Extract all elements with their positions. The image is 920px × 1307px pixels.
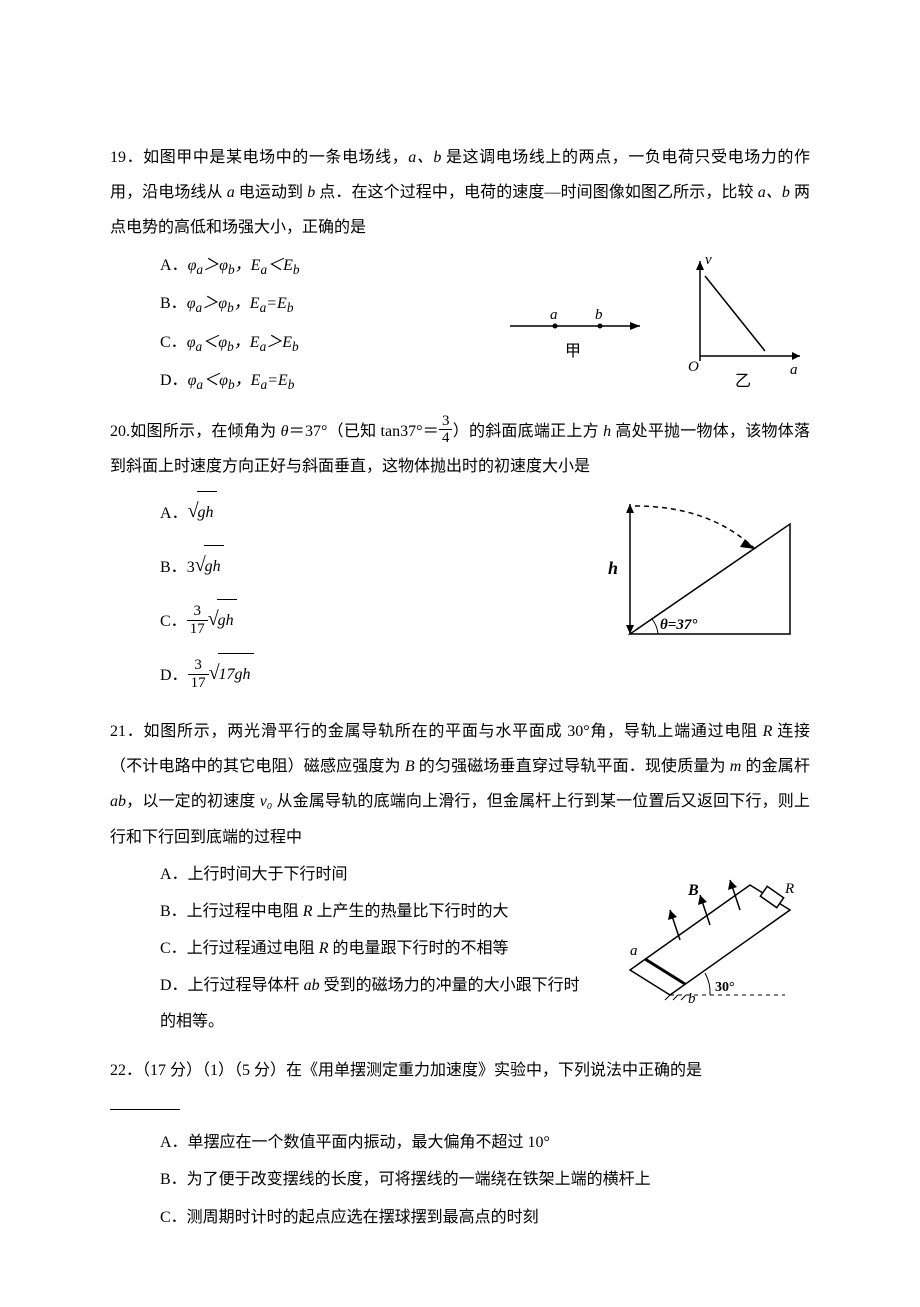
svg-text:30°: 30° xyxy=(715,980,735,995)
svg-text:b: b xyxy=(595,307,603,323)
svg-text:a: a xyxy=(630,943,638,959)
q22-opt-b: B．为了便于改变摆线的长度，可将摆线的一端绕在铁架上端的横杆上 xyxy=(160,1162,810,1197)
q21-opt-c: C．上行过程通过电阻 R 的电量跟下行时的不相等 xyxy=(160,931,590,966)
q20-stem: 20.如图所示，在倾角为 θ＝37°（已知 tan37°＝34）的斜面底端正上方… xyxy=(110,414,810,485)
q20-opt-b: B．3gh xyxy=(160,540,570,592)
q19-number: 19． xyxy=(110,149,143,166)
q19-diagram: a b 甲 v O a 乙 xyxy=(500,246,810,396)
q19-stem: 19．如图甲中是某电场中的一条电场线，a、b 是这调电场线上的两点，一负电荷只受… xyxy=(110,140,810,246)
q19-opt-d: D．φa＜φb，Ea=Eb xyxy=(160,363,480,400)
q20-opt-c: C．317gh xyxy=(160,594,570,646)
svg-text:O: O xyxy=(688,359,699,375)
svg-text:乙: 乙 xyxy=(735,373,751,390)
q20-opt-d: D．31717gh xyxy=(160,648,570,700)
svg-text:θ=37°: θ=37° xyxy=(660,617,697,633)
q22-options: A．单摆应在一个数值平面内振动，最大偏角不超过 10° B．为了便于改变摆线的长… xyxy=(110,1125,810,1235)
q20-diagram: h θ=37° xyxy=(590,484,810,654)
svg-text:h: h xyxy=(608,558,618,578)
q21-opt-d: D．上行过程导体杆 ab 受到的磁场力的冲量的大小跟下行时的相等。 xyxy=(160,968,590,1038)
q21-opt-b: B．上行过程中电阻 R 上产生的热量比下行时的大 xyxy=(160,894,590,929)
q22-blank xyxy=(110,1088,810,1123)
svg-text:v: v xyxy=(705,252,712,268)
q21-stem: 21．如图所示，两光滑平行的金属导轨所在的平面与水平面成 30°角，导轨上端通过… xyxy=(110,714,810,855)
q20-figure: h θ=37° xyxy=(590,484,810,654)
svg-text:R: R xyxy=(784,881,794,897)
q22-opt-c: C．测周期时计时的起点应选在摆球摆到最高点的时刻 xyxy=(160,1200,810,1235)
q20-opt-a: A．gh xyxy=(160,486,570,538)
q19-opt-a: A．φa＞φb，Ea＜Eb xyxy=(160,248,480,285)
q21-opt-a: A．上行时间大于下行时间 xyxy=(160,857,590,892)
question-20: 20.如图所示，在倾角为 θ＝37°（已知 tan37°＝34）的斜面底端正上方… xyxy=(110,414,810,703)
q21-figure: a b R B 30° xyxy=(610,855,810,1025)
question-21: 21．如图所示，两光滑平行的金属导轨所在的平面与水平面成 30°角，导轨上端通过… xyxy=(110,714,810,1041)
q20-number: 20. xyxy=(110,423,130,440)
question-22: 22．（17 分）（1）（5 分）在《用单摆测定重力加速度》实验中，下列说法中正… xyxy=(110,1053,810,1235)
q22-number: 22． xyxy=(110,1062,142,1079)
svg-text:B: B xyxy=(687,882,699,899)
svg-text:b: b xyxy=(688,991,696,1007)
svg-text:a: a xyxy=(790,362,798,378)
q19-options: A．φa＞φb，Ea＜Eb B．φa＞φb，Ea=Eb C．φa＜φb，Ea＞E… xyxy=(110,246,480,402)
q19-opt-b: B．φa＞φb，Ea=Eb xyxy=(160,286,480,323)
q22-opt-a: A．单摆应在一个数值平面内振动，最大偏角不超过 10° xyxy=(160,1125,810,1160)
q22-stem: 22．（17 分）（1）（5 分）在《用单摆测定重力加速度》实验中，下列说法中正… xyxy=(110,1053,810,1088)
svg-text:a: a xyxy=(550,307,558,323)
q19-opt-c: C．φa＜φb，Ea＞Eb xyxy=(160,325,480,362)
q20-options: A．gh B．3gh C．317gh D．31717gh xyxy=(110,484,570,702)
question-19: 19．如图甲中是某电场中的一条电场线，a、b 是这调电场线上的两点，一负电荷只受… xyxy=(110,140,810,402)
q21-number: 21． xyxy=(110,723,144,740)
q21-diagram: a b R B 30° xyxy=(610,855,810,1025)
q21-options: A．上行时间大于下行时间 B．上行过程中电阻 R 上产生的热量比下行时的大 C．… xyxy=(110,855,590,1041)
q19-figure: a b 甲 v O a 乙 xyxy=(500,246,810,396)
svg-text:甲: 甲 xyxy=(565,343,581,360)
